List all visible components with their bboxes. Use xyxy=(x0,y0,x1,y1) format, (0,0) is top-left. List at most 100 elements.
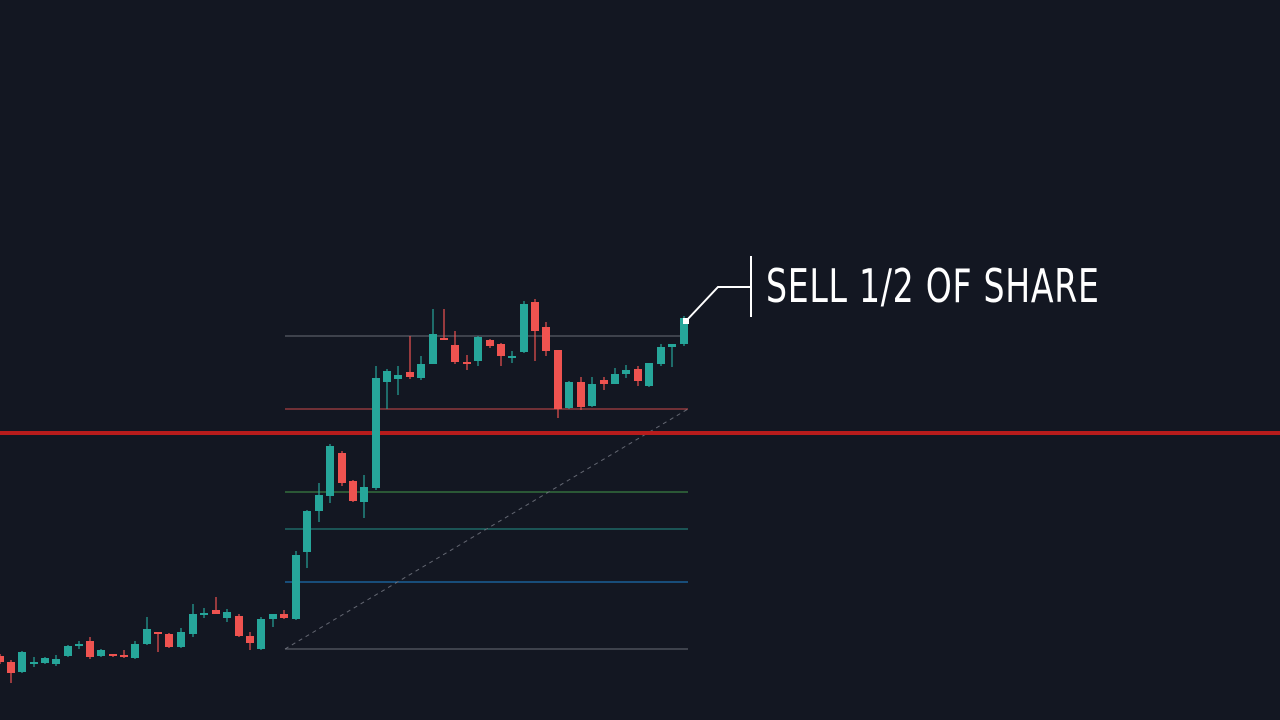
candle-body xyxy=(429,334,437,364)
candle-bear xyxy=(7,660,15,683)
candle-body xyxy=(177,632,185,647)
candle-bear xyxy=(486,339,494,348)
candle-body xyxy=(292,555,300,619)
candle-bull xyxy=(508,351,516,363)
candle-body xyxy=(577,382,585,407)
candle-body xyxy=(165,634,173,647)
candle-bear xyxy=(440,309,448,340)
candle-body xyxy=(622,370,630,374)
candle-bull xyxy=(429,309,437,364)
candle-body xyxy=(143,629,151,644)
candle-body xyxy=(154,632,162,634)
candle-bear xyxy=(577,377,585,410)
candle-body xyxy=(200,613,208,615)
candle-body xyxy=(349,481,357,501)
candle-body xyxy=(86,641,94,657)
candle-bull xyxy=(622,365,630,378)
callout-leader-line xyxy=(685,286,750,322)
candle-body xyxy=(235,616,243,636)
candle-bear xyxy=(554,350,562,418)
candle-body xyxy=(109,654,117,656)
candle-body xyxy=(7,662,15,673)
candle-bull xyxy=(611,368,619,384)
candle-bear xyxy=(86,637,94,659)
candle-bull xyxy=(372,366,380,490)
dashed-trendline[interactable] xyxy=(284,408,689,650)
candle-body xyxy=(588,384,596,406)
candle-bear xyxy=(634,366,642,386)
candle-body xyxy=(497,344,505,356)
candle-bull xyxy=(292,551,300,620)
candle-body xyxy=(303,511,311,552)
candle-bull xyxy=(200,608,208,618)
candle-bear xyxy=(451,331,459,364)
candle-body xyxy=(554,350,562,409)
candle-bull xyxy=(520,301,528,353)
candle-body xyxy=(257,619,265,649)
candle-body xyxy=(531,302,539,331)
candle-bear xyxy=(165,633,173,648)
callout-anchor-dot xyxy=(683,318,689,324)
candle-body xyxy=(280,614,288,618)
candles xyxy=(0,299,688,683)
candle-bull xyxy=(360,475,368,518)
candle-bear xyxy=(497,343,505,366)
candle-body xyxy=(383,371,391,382)
candle-body xyxy=(634,369,642,381)
candle-body xyxy=(0,656,4,662)
candle-bear xyxy=(338,451,346,486)
candle-bull xyxy=(223,609,231,622)
candle-body xyxy=(600,380,608,384)
candle-bull xyxy=(394,366,402,395)
candle-body xyxy=(212,610,220,614)
candle-body xyxy=(668,344,676,347)
candle-body xyxy=(645,363,653,386)
candle-bull xyxy=(143,617,151,645)
candle-body xyxy=(30,662,38,664)
candle-body xyxy=(120,655,128,657)
candle-body xyxy=(52,659,60,664)
candle-body xyxy=(360,487,368,502)
fibonacci-retracement[interactable] xyxy=(285,335,688,650)
candle-body xyxy=(657,347,665,364)
candle-bull xyxy=(657,344,665,366)
candle-bear xyxy=(463,355,471,370)
candle-body xyxy=(463,362,471,364)
candle-bull xyxy=(64,645,72,657)
candle-body xyxy=(338,453,346,483)
candle-bull xyxy=(97,649,105,657)
candle-body xyxy=(315,495,323,511)
candle-body xyxy=(97,650,105,656)
candle-bear xyxy=(246,632,254,650)
candle-bull xyxy=(18,651,26,673)
candle-body xyxy=(508,356,516,358)
candle-body xyxy=(440,338,448,340)
candle-body xyxy=(565,382,573,408)
candle-body xyxy=(223,612,231,618)
candle-bear xyxy=(600,377,608,390)
candle-bull xyxy=(645,363,653,387)
candle-bear xyxy=(0,654,4,664)
candle-bull xyxy=(315,483,323,522)
sell-annotation-label: SELL 1/2 OF SHARE xyxy=(766,259,1100,313)
candle-bear xyxy=(349,480,357,502)
candle-body xyxy=(131,644,139,658)
candle-bull xyxy=(303,510,311,568)
candle-bull xyxy=(668,344,676,367)
candle-bull xyxy=(257,617,265,650)
candle-bull xyxy=(588,377,596,407)
candle-bull xyxy=(30,657,38,667)
candle-bull xyxy=(177,628,185,648)
candle-bear xyxy=(542,322,550,356)
trendline[interactable] xyxy=(284,408,689,650)
candle-body xyxy=(611,374,619,384)
candle-body xyxy=(394,375,402,379)
candle-body xyxy=(189,614,197,634)
candle-bear xyxy=(406,336,414,379)
candle-bull xyxy=(417,356,425,380)
annotation-callout xyxy=(683,256,752,324)
candle-bull xyxy=(41,657,49,664)
candle-bull xyxy=(474,336,482,366)
